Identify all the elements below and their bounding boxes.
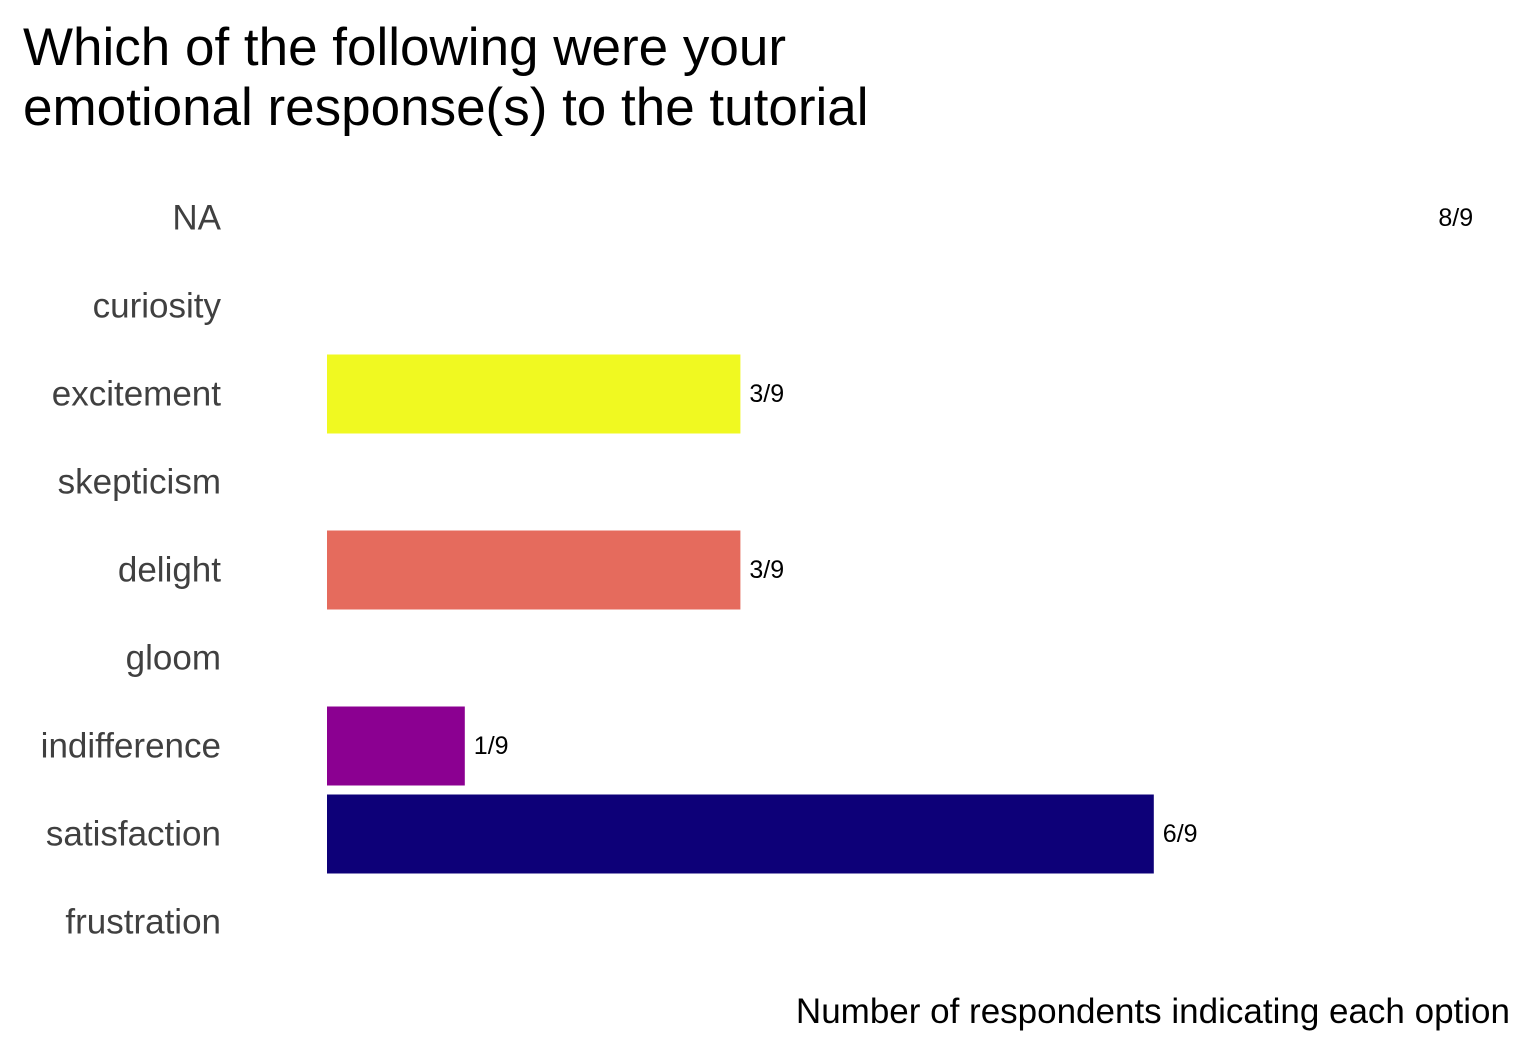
category-label-excitement: excitement [52, 375, 222, 414]
category-label-frustration: frustration [65, 903, 221, 942]
value-label-delight: 3/9 [749, 556, 784, 584]
category-label-skepticism: skepticism [58, 463, 221, 502]
value-labels-layer: 8/9 3/9 3/9 1/9 6/9 [474, 204, 1473, 848]
category-label-gloom: gloom [126, 639, 221, 678]
chart-title-line-1: Which of the following were your [23, 18, 786, 77]
bar-satisfaction [327, 794, 1154, 874]
category-label-satisfaction: satisfaction [46, 815, 221, 854]
x-axis-title: Number of respondents indicating each op… [795, 992, 1510, 1031]
bar-excitement [327, 354, 741, 434]
value-label-indifference: 1/9 [474, 732, 509, 760]
category-label-na: NA [172, 199, 221, 238]
value-label-satisfaction: 6/9 [1163, 820, 1198, 848]
value-label-na: 8/9 [1438, 204, 1473, 232]
bar-indifference [327, 706, 465, 786]
category-label-delight: delight [118, 551, 221, 590]
category-label-indifference: indifference [41, 727, 221, 766]
value-label-excitement: 3/9 [749, 380, 784, 408]
chart-title-line-2: emotional response(s) to the tutorial [23, 78, 869, 137]
bars-layer [327, 178, 1430, 874]
chart-title: Which of the following were your emotion… [23, 18, 869, 138]
category-labels-layer: NA curiosity excitement skepticism delight gl… [41, 199, 222, 942]
category-label-curiosity: curiosity [93, 287, 222, 326]
bar-delight [327, 530, 741, 610]
bar-na [327, 178, 1430, 258]
